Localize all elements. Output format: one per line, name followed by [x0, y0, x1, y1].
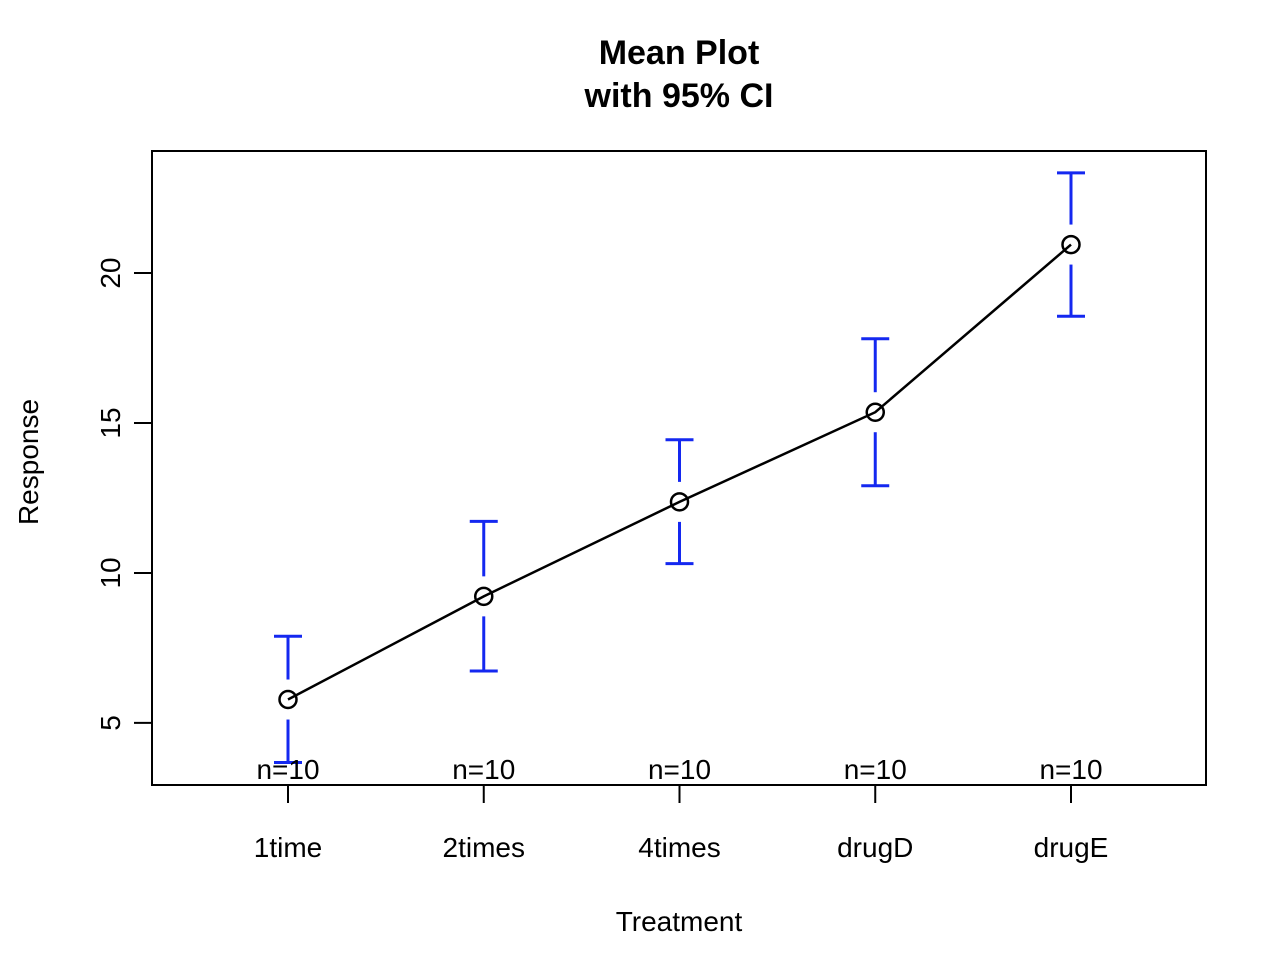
- sample-size-label: n=10: [452, 754, 515, 785]
- mean-marker: [474, 586, 494, 607]
- y-tick-label: 20: [95, 257, 126, 288]
- x-tick-label: drugD: [837, 832, 913, 863]
- y-tick-label: 5: [95, 715, 126, 731]
- mean-marker: [865, 402, 885, 422]
- x-axis-label: Treatment: [616, 906, 743, 937]
- y-tick-label: 10: [95, 557, 126, 588]
- sample-size-label: n=10: [844, 754, 907, 785]
- x-tick-label: 2times: [443, 832, 525, 863]
- mean-marker: [1061, 234, 1081, 255]
- mean-marker: [669, 492, 690, 512]
- chart-title-line2: with 95% CI: [584, 77, 774, 115]
- chart-title-line1: Mean Plot: [599, 34, 760, 72]
- sample-size-label: n=10: [1039, 754, 1102, 785]
- mean-marker: [278, 689, 298, 710]
- y-tick-label: 15: [95, 407, 126, 438]
- plot-area: 5 10 15 20 1time 2times 4times drugD drugE n=10 n=…: [95, 150, 1207, 863]
- x-tick-label: 4times: [638, 832, 720, 863]
- sample-size-label: n=10: [648, 754, 711, 785]
- x-tick-label: 1time: [254, 832, 322, 863]
- sample-size-label: n=10: [256, 754, 319, 785]
- mean-line: [287, 243, 1072, 701]
- y-axis-label: Response: [13, 399, 44, 525]
- x-tick-label: drugE: [1034, 832, 1109, 863]
